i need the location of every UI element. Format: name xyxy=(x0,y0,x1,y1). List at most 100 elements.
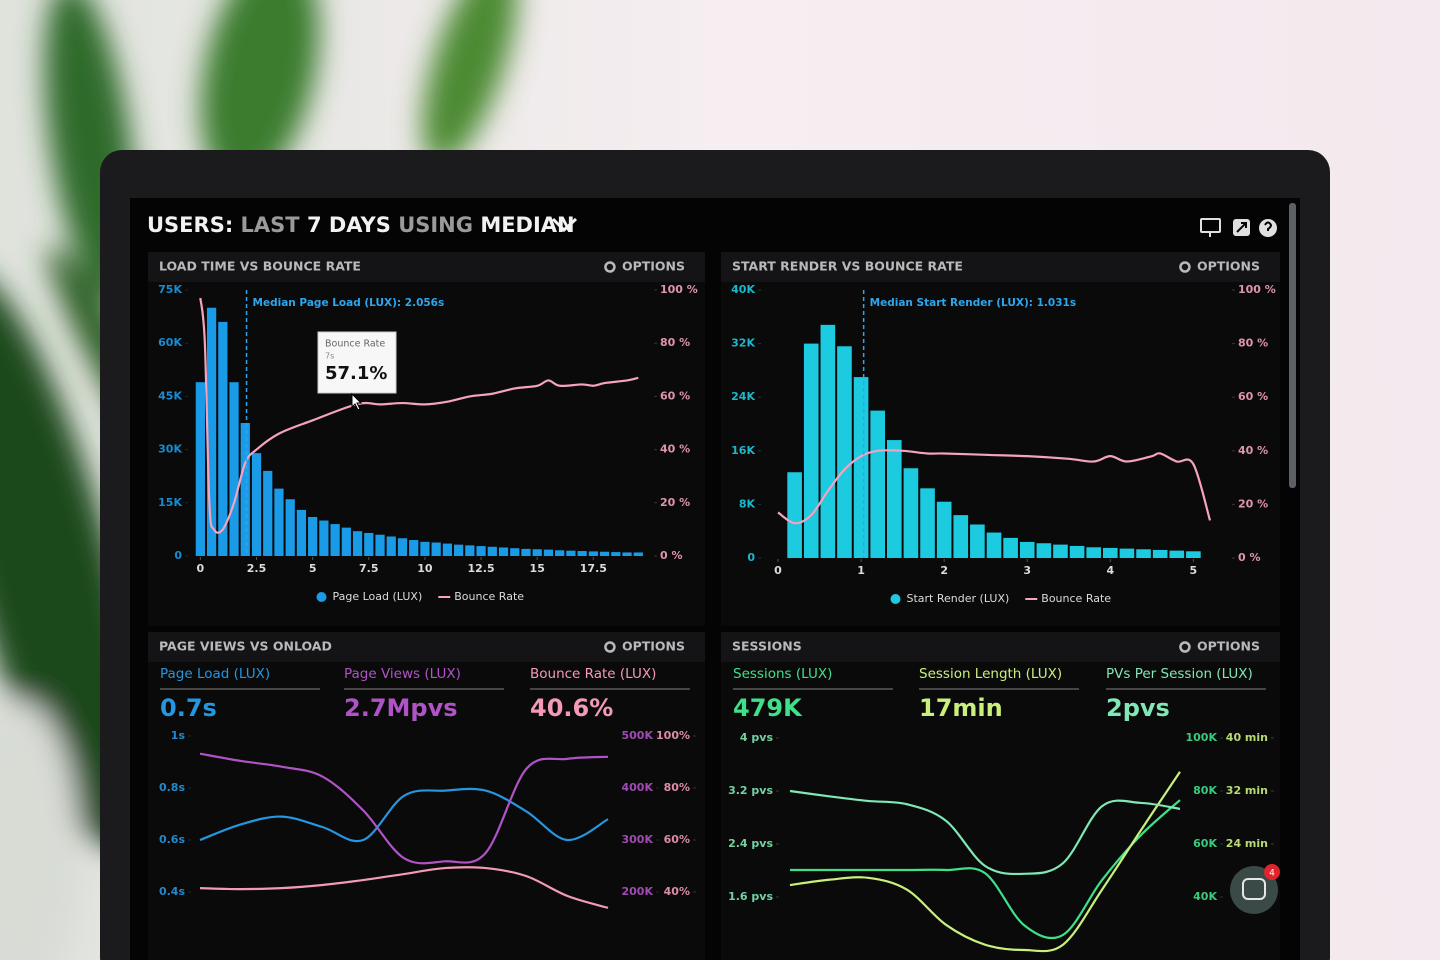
legend-swatch xyxy=(890,594,901,604)
y-tick-label: 75K xyxy=(158,283,182,296)
histogram-bar xyxy=(970,524,985,558)
histogram-bar xyxy=(1136,549,1151,558)
y2-tick-label: 20 % xyxy=(1238,497,1268,510)
y2-tick-label: 400K xyxy=(622,781,654,794)
histogram-bar xyxy=(274,488,284,556)
x-tick-label: 5 xyxy=(309,562,317,575)
y2-tick-label: 60 % xyxy=(1238,390,1268,403)
histogram-bar xyxy=(454,544,464,556)
y-tick-label: 8K xyxy=(739,497,756,510)
y3-tick-label: 60% xyxy=(664,833,690,846)
cursor xyxy=(351,392,363,411)
y2-tick-label: 60 % xyxy=(660,389,690,402)
panel-header xyxy=(148,252,705,282)
y2-tick-label: 0 % xyxy=(660,549,683,562)
legend-label: Bounce Rate xyxy=(1041,592,1111,605)
histogram-bar xyxy=(330,524,340,556)
y-tick-label: 15K xyxy=(158,496,182,509)
y3-tick-label: 80% xyxy=(664,781,690,794)
histogram-bar xyxy=(803,343,819,558)
histogram-bar xyxy=(420,541,430,556)
histogram-bar xyxy=(532,549,542,556)
histogram-bar xyxy=(510,548,520,556)
series-line xyxy=(789,771,1181,953)
panel-header xyxy=(148,632,705,662)
histogram-bar xyxy=(285,499,295,556)
dashboard-title: USERS: LAST 7 DAYS USING MEDIAN xyxy=(147,213,575,237)
histogram-bar xyxy=(555,550,565,556)
y2-tick-label: 80 % xyxy=(660,336,690,349)
monitor-icon[interactable] xyxy=(1200,218,1221,233)
histogram-bar xyxy=(263,470,273,556)
panel-header xyxy=(721,252,1280,282)
y-tick-label: 24K xyxy=(731,390,755,403)
dropdown-chevron[interactable] xyxy=(551,217,578,233)
histogram-bar xyxy=(1069,545,1085,558)
y-tick-label: 32K xyxy=(731,337,755,350)
histogram-bar xyxy=(1186,551,1201,558)
y3-tick-label: 24 min xyxy=(1226,837,1268,850)
chat-button[interactable] xyxy=(1230,866,1278,914)
x-tick-label: 12.5 xyxy=(467,562,494,575)
x-tick-label: 15 xyxy=(530,562,545,575)
y-tick-label: 0.8s xyxy=(159,781,185,794)
gear-icon xyxy=(604,641,616,653)
y2-tick-label: 40 % xyxy=(660,443,690,456)
x-tick-label: 0 xyxy=(197,562,205,575)
x-tick-label: 5 xyxy=(1190,564,1198,577)
stat-value: 40.6% xyxy=(530,694,613,722)
stat-value: 17min xyxy=(919,694,1003,722)
median-annotation: Median Page Load (LUX): 2.056s xyxy=(253,297,445,309)
chat-badge xyxy=(1264,864,1280,880)
panel-title: LOAD TIME VS BOUNCE RATE xyxy=(159,259,361,274)
series-line xyxy=(777,449,1212,525)
y2-tick-label: 80 % xyxy=(1238,337,1268,350)
y-tick-label: 1s xyxy=(171,729,186,742)
y2-tick-label: 40 % xyxy=(1238,444,1268,457)
gear-icon xyxy=(604,261,616,273)
scrollbar xyxy=(1289,203,1296,488)
options-button[interactable]: OPTIONS xyxy=(622,639,685,654)
histogram-bar xyxy=(308,516,318,556)
chat-widget[interactable]: 4 xyxy=(1230,864,1280,914)
y-tick-label: 4 pvs xyxy=(740,731,774,744)
histogram-bar xyxy=(787,472,802,558)
x-tick-label: 10 xyxy=(417,562,433,575)
histogram-bar xyxy=(251,453,262,556)
y2-tick-label: 0 % xyxy=(1238,551,1261,564)
series-line xyxy=(199,787,609,843)
panel: PAGE VIEWS VS ONLOAD OPTIONS 0.4s 0.6s 0.8s 1… xyxy=(148,632,705,960)
panel-background xyxy=(148,632,705,960)
y-tick-label: 60K xyxy=(158,336,182,349)
histogram-bar xyxy=(936,501,952,558)
stat-label: Session Length (LUX) xyxy=(919,666,1062,682)
stat-label: PVs Per Session (LUX) xyxy=(1106,666,1253,682)
y2-tick-label: 100 % xyxy=(1238,283,1276,296)
histogram-bar xyxy=(588,551,598,556)
histogram-bar xyxy=(352,531,363,556)
y-tick-label: 0.4s xyxy=(159,885,185,898)
histogram-bar xyxy=(229,382,239,556)
histogram-bar xyxy=(920,488,935,558)
histogram-bar xyxy=(218,321,228,556)
share-icon xyxy=(1236,222,1247,233)
options-button[interactable]: OPTIONS xyxy=(622,259,685,274)
stat-value: 2pvs xyxy=(1106,694,1170,722)
gear-icon xyxy=(1179,641,1191,653)
stat-value: 2.7Mpvs xyxy=(344,694,458,722)
histogram-bar xyxy=(611,552,621,556)
x-tick-label: 0 xyxy=(774,564,782,577)
y2-tick-label: 40K xyxy=(1193,890,1217,903)
options-button[interactable]: OPTIONS xyxy=(1197,639,1260,654)
y-tick-label: 40K xyxy=(731,283,755,296)
histogram-bar xyxy=(903,468,919,558)
x-tick-label: 3 xyxy=(1023,564,1031,577)
options-button[interactable]: OPTIONS xyxy=(1197,259,1260,274)
histogram-bar xyxy=(341,527,351,556)
histogram-bar xyxy=(577,551,587,556)
panel: START RENDER VS BOUNCE RATE OPTIONS 0 8K 16K… xyxy=(721,252,1280,626)
title-range: LAST xyxy=(241,213,301,237)
stat-label: Sessions (LUX) xyxy=(733,666,832,682)
